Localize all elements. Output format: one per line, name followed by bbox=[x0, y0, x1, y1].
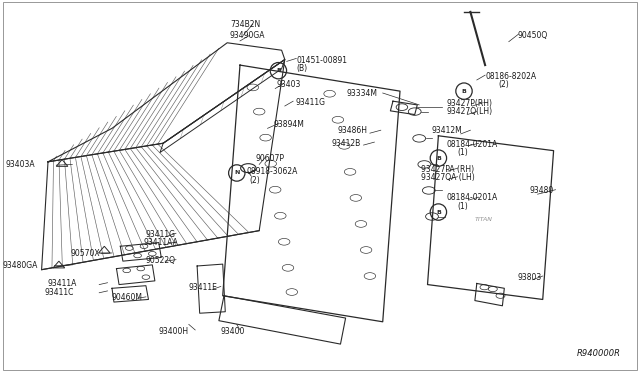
Text: 93412M: 93412M bbox=[432, 126, 463, 135]
Text: 90450Q: 90450Q bbox=[517, 31, 547, 40]
Text: (1): (1) bbox=[458, 202, 468, 211]
Text: (1): (1) bbox=[458, 148, 468, 157]
Text: 90460M: 90460M bbox=[112, 293, 143, 302]
Text: TITAN: TITAN bbox=[474, 217, 492, 222]
Text: 93803: 93803 bbox=[517, 273, 541, 282]
Text: 08184-0201A: 08184-0201A bbox=[447, 140, 498, 149]
Text: 93403A: 93403A bbox=[5, 160, 35, 169]
Text: 93480: 93480 bbox=[530, 186, 554, 195]
Text: 93427PA (RH): 93427PA (RH) bbox=[421, 165, 474, 174]
Text: 93427P(RH): 93427P(RH) bbox=[447, 99, 493, 108]
Text: 93427Q(LH): 93427Q(LH) bbox=[447, 107, 493, 116]
Text: 08184-0201A: 08184-0201A bbox=[447, 193, 498, 202]
Text: 90607P: 90607P bbox=[256, 154, 285, 163]
Text: 93403: 93403 bbox=[276, 80, 301, 89]
Text: 93427QA (LH): 93427QA (LH) bbox=[421, 173, 475, 182]
Text: (2): (2) bbox=[250, 176, 260, 185]
Text: (2): (2) bbox=[498, 80, 509, 89]
Text: 93400: 93400 bbox=[221, 327, 245, 336]
Text: 08918-3062A: 08918-3062A bbox=[246, 167, 298, 176]
Text: B: B bbox=[436, 209, 441, 215]
Text: 93411G: 93411G bbox=[146, 230, 176, 239]
Text: N: N bbox=[234, 170, 239, 176]
Text: B: B bbox=[436, 155, 441, 161]
Text: 93411E: 93411E bbox=[189, 283, 218, 292]
Text: 90522Q: 90522Q bbox=[146, 256, 176, 265]
Text: 93480GA: 93480GA bbox=[3, 262, 38, 270]
Text: B: B bbox=[461, 89, 467, 94]
Text: R940000R: R940000R bbox=[577, 349, 621, 358]
Text: 93412B: 93412B bbox=[332, 139, 361, 148]
Text: 93490GA: 93490GA bbox=[229, 31, 264, 40]
Text: 93411AA: 93411AA bbox=[144, 238, 179, 247]
Text: 93486H: 93486H bbox=[338, 126, 368, 135]
Text: 93411C: 93411C bbox=[45, 288, 74, 296]
Text: 90570X: 90570X bbox=[70, 249, 100, 258]
Text: 01451-00891: 01451-00891 bbox=[296, 56, 348, 65]
Text: 08186-8202A: 08186-8202A bbox=[485, 72, 536, 81]
Text: 734B2N: 734B2N bbox=[230, 20, 260, 29]
Text: 93894M: 93894M bbox=[274, 120, 305, 129]
Text: 93411A: 93411A bbox=[48, 279, 77, 288]
Text: 93334M: 93334M bbox=[347, 89, 378, 98]
Text: 93411G: 93411G bbox=[296, 98, 326, 107]
Text: B: B bbox=[276, 68, 281, 73]
Text: 93400H: 93400H bbox=[159, 327, 189, 336]
Text: (B): (B) bbox=[296, 64, 307, 73]
